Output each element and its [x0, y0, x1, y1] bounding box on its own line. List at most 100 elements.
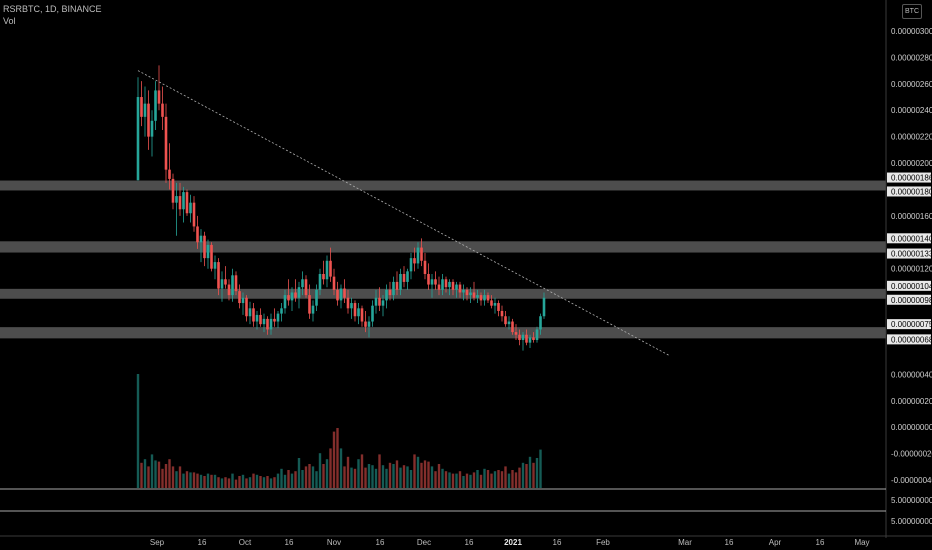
- candle-body: [476, 295, 479, 298]
- candle-body: [217, 262, 220, 289]
- candle-body: [231, 275, 234, 296]
- volume-bar: [245, 478, 248, 488]
- zone-4[interactable]: [0, 327, 886, 339]
- chart-legend: RSRBTC, 1D, BINANCE Vol: [3, 3, 102, 27]
- descending-trendline[interactable]: [137, 70, 671, 357]
- candle-body: [199, 235, 203, 243]
- volume-bar: [490, 473, 493, 488]
- currency-badge[interactable]: BTC: [902, 4, 922, 19]
- volume-bar: [458, 471, 462, 488]
- volume-bar: [266, 476, 269, 488]
- candle-body: [535, 329, 539, 341]
- candle-body: [269, 318, 273, 330]
- volume-bar: [308, 464, 311, 488]
- volume-bar: [374, 468, 378, 488]
- volume-bar: [234, 479, 238, 488]
- candle-body: [353, 303, 357, 317]
- candle-body: [175, 196, 178, 203]
- candle-body: [290, 292, 294, 301]
- zone-price-text: 0.00000098: [891, 296, 932, 305]
- candle-body: [287, 295, 290, 301]
- symbol-title[interactable]: RSRBTC, 1D, BINANCE: [3, 4, 102, 14]
- price-tick-label: 0.00000260: [891, 80, 932, 89]
- candle-body: [301, 279, 304, 288]
- candle-body: [395, 281, 399, 290]
- zone-1[interactable]: [0, 180, 886, 191]
- candle-body: [497, 303, 500, 311]
- candle-body: [255, 314, 259, 322]
- volume-bar: [332, 431, 336, 488]
- volume-bar: [353, 468, 357, 488]
- zone-price-text: 0.00000104: [891, 282, 932, 291]
- candle-body: [315, 289, 318, 306]
- time-axis[interactable]: Sep 16 Oct 16 Nov 16 Dec 16 2021 16 Feb Mar 16 Apr 16 M…: [150, 538, 870, 547]
- volume-bar: [483, 468, 486, 488]
- zone-2[interactable]: [0, 241, 886, 253]
- volume-bar: [262, 477, 266, 488]
- candle-body: [178, 196, 182, 210]
- candle-body: [413, 258, 416, 264]
- volume-bar: [448, 472, 451, 488]
- price-axis[interactable]: 0.00000300 0.00000280 0.00000260 0.00000240…: [891, 27, 932, 526]
- volume-bar: [154, 460, 157, 488]
- volume-tick-label: 5.00000000: [891, 496, 932, 505]
- candle-body: [259, 314, 262, 325]
- volume-bar: [434, 471, 437, 488]
- time-tick-label: 16: [816, 538, 825, 547]
- volume-bar: [539, 449, 542, 488]
- candle-body: [448, 281, 451, 288]
- zone-price-text: 0.00000180: [891, 187, 932, 196]
- candle-body: [360, 308, 364, 322]
- zone-3[interactable]: [0, 288, 886, 299]
- candle-body: [192, 202, 196, 227]
- volume-bar: [150, 454, 154, 488]
- volume-bar: [224, 477, 227, 488]
- volume-bar: [399, 467, 402, 488]
- time-tick-label: 2021: [504, 538, 522, 547]
- volume-bar: [476, 470, 479, 488]
- volume-bar: [294, 471, 297, 488]
- candle-body: [399, 273, 402, 290]
- volume-bar: [322, 464, 325, 488]
- candle-body: [357, 308, 360, 317]
- candle-body: [462, 289, 465, 293]
- volume-bar: [402, 465, 406, 488]
- candle-body: [500, 310, 504, 317]
- candle-body: [420, 247, 423, 261]
- volume-bar: [535, 458, 539, 488]
- candle-body: [297, 287, 301, 298]
- volume-bar: [423, 460, 427, 488]
- candle-body: [168, 169, 171, 179]
- volume-bar: [521, 462, 525, 488]
- candle-body: [241, 297, 245, 304]
- volume-bar: [469, 474, 472, 488]
- support-resistance-zones: [0, 180, 886, 339]
- candle-body: [206, 244, 210, 259]
- zone-price-box: [887, 280, 931, 291]
- candle-body: [283, 295, 287, 309]
- candle-body: [374, 297, 378, 306]
- candle-body: [150, 120, 154, 137]
- candle-body: [472, 292, 476, 298]
- candle-body: [311, 305, 315, 314]
- time-tick-label: 16: [725, 538, 734, 547]
- volume-bar: [241, 474, 245, 488]
- volume-bar: [462, 476, 465, 488]
- candle-body: [378, 297, 381, 306]
- volume-bar: [511, 470, 514, 488]
- volume-bar: [357, 459, 360, 488]
- volume-bar: [280, 468, 283, 488]
- candle-body: [143, 103, 147, 117]
- candle-body: [280, 308, 283, 314]
- volume-bar: [318, 453, 322, 488]
- candle-body: [402, 273, 406, 282]
- volume-bar: [220, 478, 224, 488]
- price-tick-label: 0.00000300: [891, 27, 932, 36]
- volume-indicator-label[interactable]: Vol: [3, 16, 16, 26]
- candle-body: [350, 303, 353, 309]
- volume-bar: [248, 477, 252, 488]
- candle-body: [483, 295, 486, 301]
- volume-bar: [168, 459, 171, 488]
- volume-bar: [406, 466, 409, 488]
